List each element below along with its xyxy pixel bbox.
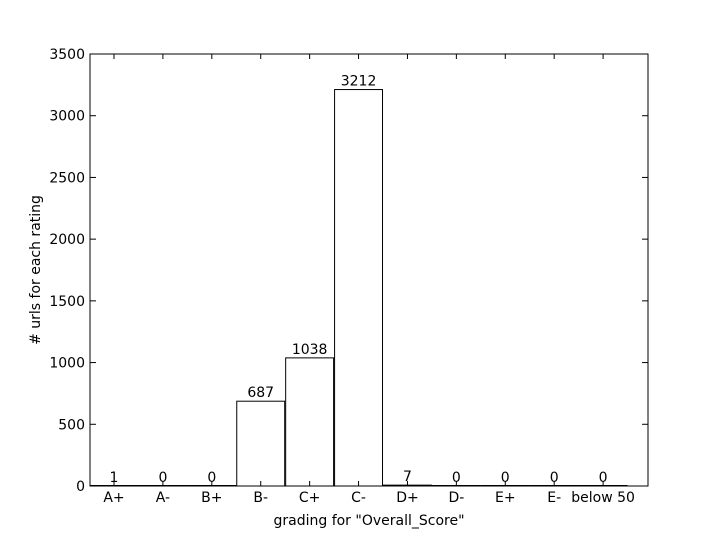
data-label-below-50: 0 bbox=[599, 470, 608, 486]
data-label-e-minus: 0 bbox=[550, 470, 559, 486]
y-tick-label-0: 0 bbox=[76, 479, 85, 495]
data-label-c-minus: 3212 bbox=[341, 74, 377, 90]
data-label-b-minus: 687 bbox=[247, 385, 274, 401]
data-label-c-plus: 1038 bbox=[292, 342, 328, 358]
x-tick-label-below-50: below 50 bbox=[571, 490, 635, 506]
bar-c-minus bbox=[334, 89, 384, 487]
y-tick-label-500: 500 bbox=[58, 417, 85, 433]
data-label-e-plus: 0 bbox=[501, 470, 510, 486]
x-axis: A+ A- B+ B- C+ C- D+ D- E+ E-below 50 bbox=[103, 54, 635, 506]
x-tick-label-e-minus: E- bbox=[547, 490, 561, 506]
x-tick-label-c-plus: C+ bbox=[299, 490, 321, 506]
data-labels-layer: 1 0 0 687 1038 3212 7 0 0 0 0 bbox=[110, 74, 608, 486]
data-label-a-minus: 0 bbox=[158, 470, 167, 486]
y-tick-label-2000: 2000 bbox=[49, 232, 85, 248]
x-tick-label-a-plus: A+ bbox=[103, 490, 124, 506]
bar-b-minus bbox=[236, 400, 286, 487]
x-axis-title: grading for "Overall_Score" bbox=[273, 513, 464, 529]
y-axis-title: # urls for each rating bbox=[28, 195, 44, 345]
plot-area-frame bbox=[89, 53, 649, 487]
data-label-d-minus: 0 bbox=[452, 470, 461, 486]
x-tick-label-b-plus: B+ bbox=[201, 490, 222, 506]
x-tick-label-d-plus: D+ bbox=[396, 490, 419, 506]
x-tick-label-e-plus: E+ bbox=[495, 490, 516, 506]
x-tick-label-d-minus: D- bbox=[448, 490, 464, 506]
bars-layer bbox=[89, 89, 628, 487]
y-tick-label-1000: 1000 bbox=[49, 356, 85, 372]
y-tick-label-1500: 1500 bbox=[49, 294, 85, 310]
y-tick-label-3000: 3000 bbox=[49, 109, 85, 125]
data-label-a-plus: 1 bbox=[110, 470, 119, 486]
bar-c-plus bbox=[285, 357, 335, 487]
x-tick-label-b-minus: B- bbox=[253, 490, 268, 506]
y-tick-label-3500: 3500 bbox=[49, 47, 85, 63]
data-label-b-plus: 0 bbox=[207, 470, 216, 486]
data-label-d-plus: 7 bbox=[403, 469, 412, 485]
y-tick-label-2500: 2500 bbox=[49, 170, 85, 186]
x-tick-label-c-minus: C- bbox=[351, 490, 366, 506]
x-tick-label-a-minus: A- bbox=[156, 490, 170, 506]
